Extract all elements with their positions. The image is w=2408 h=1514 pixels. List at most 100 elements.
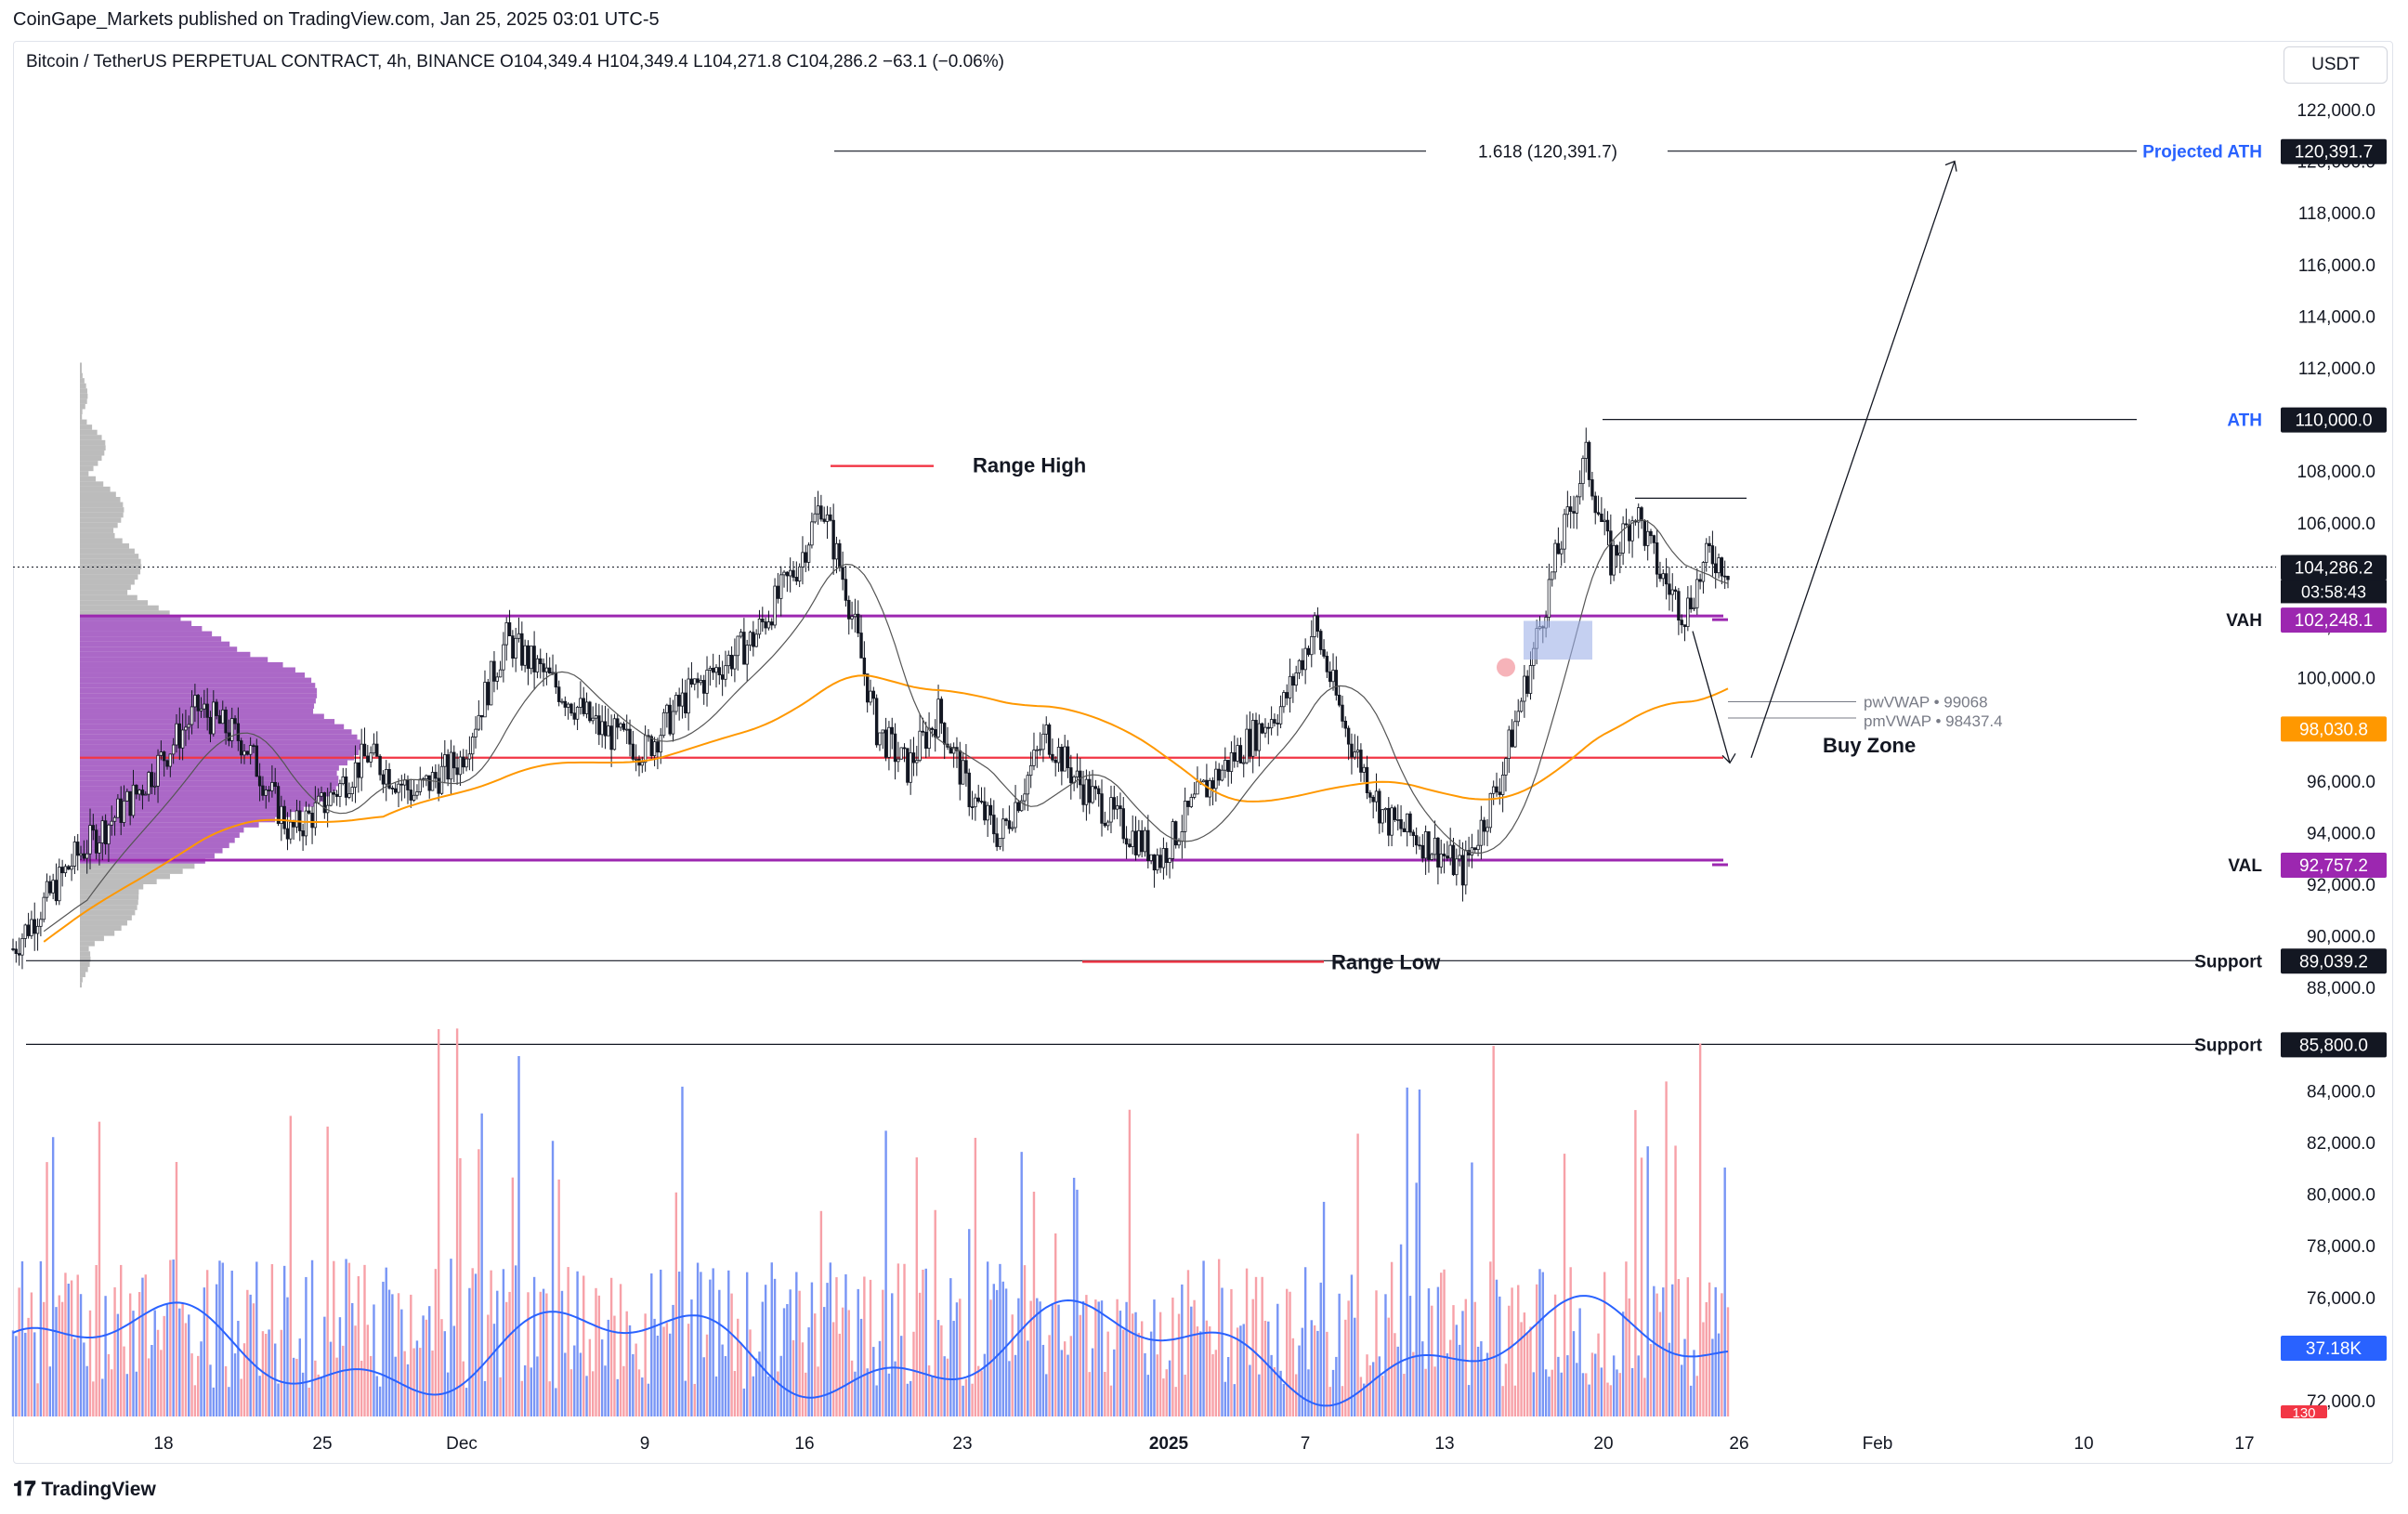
candle-up	[1661, 573, 1665, 580]
volume-bar	[854, 1371, 857, 1416]
volume-bar	[1263, 1320, 1267, 1416]
volume-bar	[1344, 1319, 1347, 1416]
volume-bar	[1471, 1162, 1473, 1416]
volume-bar	[1326, 1331, 1328, 1416]
volume-bar	[1289, 1291, 1291, 1416]
candle-down	[1698, 579, 1702, 582]
candle-up	[353, 762, 358, 788]
candle-down	[1556, 542, 1561, 555]
candle-down	[452, 751, 456, 769]
volume-bar	[591, 1371, 595, 1416]
volume-bar	[431, 1351, 434, 1416]
volume-bar	[1267, 1321, 1270, 1416]
candle-down	[140, 790, 145, 796]
volume-tag-value: 37.18K	[2306, 1339, 2362, 1359]
candle-down	[375, 743, 379, 757]
volume-bar	[1646, 1146, 1649, 1416]
volume-bar	[286, 1297, 289, 1416]
volume-bar	[1590, 1352, 1594, 1416]
volume-bar	[1233, 1384, 1236, 1416]
candle-down	[976, 797, 980, 803]
volume-bar	[909, 1380, 912, 1416]
volume-bar	[1378, 1356, 1381, 1416]
volume-bar	[761, 1301, 764, 1416]
y-tick-label: 82,000.0	[2307, 1134, 2375, 1154]
candle-up	[1374, 790, 1379, 803]
candle-up	[1196, 781, 1199, 795]
volume-bar	[342, 1345, 345, 1416]
volume-bar	[1076, 1189, 1079, 1416]
candle-down	[1418, 844, 1421, 847]
volume-bar	[410, 1294, 412, 1416]
candle-up	[887, 726, 891, 758]
volume-bar	[452, 1325, 455, 1416]
volume-bar	[1585, 1373, 1588, 1416]
volume-bar	[221, 1262, 224, 1416]
price-axis[interactable]: 122,000.0120,000.0118,000.0116,000.0114,…	[2142, 101, 2387, 1421]
volume-bar	[1618, 1373, 1621, 1416]
volume-bar	[582, 1275, 585, 1416]
volume-bar	[962, 1385, 964, 1416]
volume-bar	[523, 1364, 527, 1416]
volume-bar	[1036, 1298, 1039, 1416]
candle-up	[575, 707, 580, 720]
chart-frame[interactable]	[13, 41, 2393, 1464]
candle-up	[72, 842, 77, 867]
volume-bar	[702, 1357, 705, 1416]
candle-up	[100, 820, 104, 843]
volume-bar	[977, 1365, 980, 1416]
volume-bar	[767, 1376, 770, 1416]
volume-bar	[1640, 1157, 1643, 1416]
tradingview-logo[interactable]: 𝟏𝟕 TradingView	[13, 1477, 156, 1501]
candle-down	[841, 567, 844, 581]
candle-up	[1032, 750, 1036, 766]
candle-up	[51, 880, 55, 894]
candle-down	[1081, 784, 1085, 805]
down-arrowhead	[1721, 753, 1736, 764]
profile-bar	[80, 931, 115, 936]
candle-up	[927, 727, 931, 750]
candle-down	[1710, 545, 1715, 565]
volume-bar	[1446, 1352, 1449, 1416]
volume-bar	[1100, 1300, 1104, 1416]
candle-down	[60, 867, 64, 874]
candle-down	[1677, 591, 1681, 621]
volume-bar	[946, 1358, 949, 1416]
profile-bar-value-area	[80, 615, 181, 621]
volume-bar	[1020, 1152, 1023, 1416]
volume-bar	[107, 1353, 111, 1416]
time-axis[interactable]: 18 25 Dec 9 16 23 2025 7 13 20 26 Feb 10 17	[153, 1434, 2254, 1454]
candle-down	[236, 723, 241, 741]
profile-bar	[80, 522, 118, 529]
candle-up	[535, 658, 540, 672]
volume-bar	[412, 1348, 415, 1416]
candle-down	[865, 673, 870, 703]
volume-bar	[440, 1319, 443, 1416]
candle-up	[270, 782, 274, 791]
candle-up	[1044, 724, 1048, 735]
candle-down	[992, 815, 996, 835]
candle-up	[661, 711, 666, 737]
candle-up	[1028, 764, 1033, 777]
candle-down	[26, 924, 31, 936]
candle-down	[276, 786, 281, 824]
volume-bar	[1060, 1350, 1064, 1416]
y-tick-label: 94,000.0	[2307, 824, 2375, 843]
candle-up	[1177, 841, 1181, 846]
volume-bar	[218, 1260, 221, 1416]
candle-up	[1137, 829, 1141, 855]
profile-bar	[80, 574, 138, 580]
candle-up	[1470, 847, 1474, 856]
profile-bar	[80, 941, 95, 946]
volume-bar	[1069, 1336, 1073, 1416]
volume-bar	[480, 1113, 483, 1416]
candle-down	[983, 801, 987, 821]
volume-bar	[1538, 1269, 1541, 1416]
currency-selector[interactable]: USDT	[2284, 46, 2388, 84]
candle-down	[1211, 780, 1215, 790]
profile-bar	[80, 512, 124, 518]
candle-up	[625, 728, 629, 731]
candle-up	[1491, 786, 1496, 794]
candle-down	[622, 723, 626, 730]
